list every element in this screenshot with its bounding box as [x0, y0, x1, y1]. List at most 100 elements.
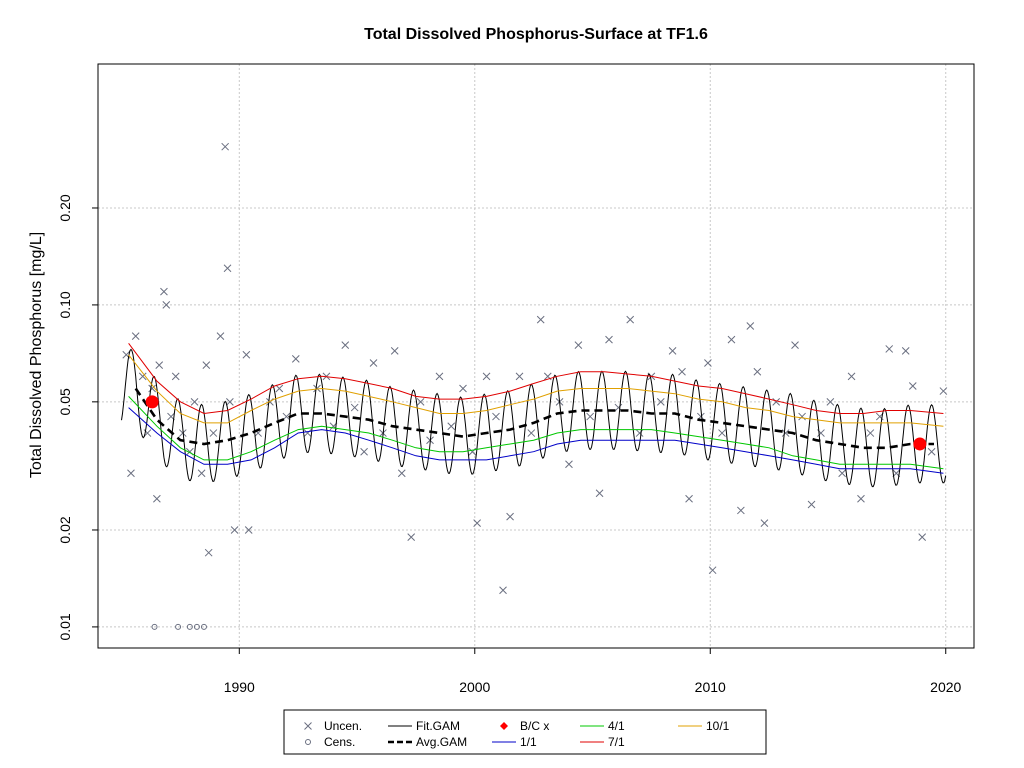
cens-points — [151, 623, 207, 630]
y-tick-label: 0.05 — [57, 388, 73, 415]
uncen-point — [772, 397, 781, 406]
uncen-point — [275, 384, 284, 393]
uncen-point — [838, 469, 846, 478]
legend-label: 1/1 — [520, 735, 537, 749]
uncen-point — [678, 367, 686, 376]
uncen-point — [155, 361, 164, 370]
legend: Uncen. Cens. Fit.GAM Avg.GAM B/C x 1/1 4/1 7/1 1… — [283, 709, 767, 755]
cens-point — [151, 623, 158, 630]
uncen-point — [202, 361, 211, 370]
line-4-1 — [128, 396, 944, 470]
legend-label: 7/1 — [608, 735, 625, 749]
uncen-point — [313, 384, 321, 393]
uncen-point — [153, 494, 161, 503]
uncen-point — [718, 429, 726, 437]
x-tick-label: 2000 — [459, 679, 490, 695]
legend-label: Cens. — [324, 735, 355, 749]
y-tick-label: 0.02 — [57, 516, 73, 543]
gridlines — [98, 64, 974, 648]
uncen-point — [407, 533, 416, 542]
uncen-point — [826, 397, 835, 406]
uncen-point — [197, 469, 206, 478]
uncen-point — [727, 335, 736, 344]
y-tick-label: 0.20 — [57, 194, 73, 221]
legend-marker-bc — [500, 722, 508, 730]
uncen-point — [753, 367, 762, 376]
uncen-point — [473, 519, 481, 528]
uncen-point — [626, 315, 635, 324]
uncen-point — [397, 469, 406, 478]
uncen-point — [885, 345, 894, 353]
uncen-point — [131, 332, 140, 340]
uncen-point — [668, 346, 677, 355]
uncen-point — [791, 341, 799, 349]
cens-point — [200, 623, 207, 630]
bc-point — [145, 395, 159, 409]
legend-label: Fit.GAM — [416, 719, 460, 733]
uncen-point — [704, 359, 712, 367]
uncen-point — [242, 350, 251, 359]
cens-point — [193, 623, 200, 630]
uncen-point — [760, 519, 769, 528]
uncen-point — [807, 500, 816, 509]
legend-label: 10/1 — [706, 719, 730, 733]
legend-label: B/C x — [520, 719, 549, 733]
x-axis: 1990 2000 2010 2020 — [224, 647, 962, 695]
uncen-point — [506, 512, 514, 521]
cens-point — [175, 623, 182, 630]
uncen-point — [216, 332, 225, 340]
uncen-point — [927, 447, 936, 456]
uncen-point — [291, 354, 300, 363]
x-tick-label: 2010 — [695, 679, 726, 695]
x-tick-label: 1990 — [224, 679, 255, 695]
uncen-point — [515, 372, 524, 381]
uncen-points — [122, 142, 948, 595]
uncen-point — [171, 372, 180, 381]
uncen-point — [209, 429, 218, 437]
uncen-point — [586, 412, 595, 421]
uncen-point — [656, 397, 665, 406]
y-axis: 0.01 0.02 0.05 0.10 0.20 — [57, 194, 98, 641]
uncen-point — [499, 586, 507, 595]
uncen-point — [204, 548, 213, 557]
legend-marker-cens — [305, 739, 311, 745]
uncen-point — [369, 359, 378, 367]
uncen-point — [798, 412, 806, 421]
uncen-point — [360, 447, 368, 456]
uncen-point — [565, 460, 573, 469]
uncen-point — [847, 372, 856, 381]
uncen-point — [459, 384, 467, 393]
avg-gam-line — [134, 387, 934, 450]
uncen-point — [908, 382, 917, 390]
legend-marker-uncen — [304, 722, 312, 730]
uncen-point — [857, 494, 865, 503]
fit-gam-line — [121, 348, 947, 488]
uncen-point — [148, 384, 157, 393]
uncen-point — [635, 429, 644, 437]
uncen-point — [536, 315, 545, 324]
uncen-point — [341, 341, 350, 349]
uncen-point — [221, 142, 230, 151]
bc-points — [145, 395, 927, 451]
y-tick-label: 0.10 — [57, 291, 73, 318]
uncen-point — [605, 335, 613, 344]
uncen-point — [527, 429, 536, 437]
uncen-point — [303, 429, 312, 437]
uncen-point — [781, 429, 790, 437]
y-axis-label: Total Dissolved Phosphorus [mg/L] — [28, 232, 45, 478]
uncen-point — [708, 566, 717, 575]
bc-point — [913, 437, 927, 451]
uncen-point — [574, 341, 583, 349]
uncen-point — [160, 287, 168, 296]
uncen-point — [416, 397, 425, 406]
uncen-point — [127, 469, 135, 478]
series-lines — [121, 343, 947, 488]
uncen-point — [901, 346, 910, 355]
uncen-point — [223, 264, 232, 273]
uncen-point — [190, 397, 199, 406]
cens-point — [186, 623, 193, 630]
uncen-point — [866, 429, 875, 437]
uncen-point — [162, 301, 171, 309]
uncen-point — [939, 387, 948, 395]
